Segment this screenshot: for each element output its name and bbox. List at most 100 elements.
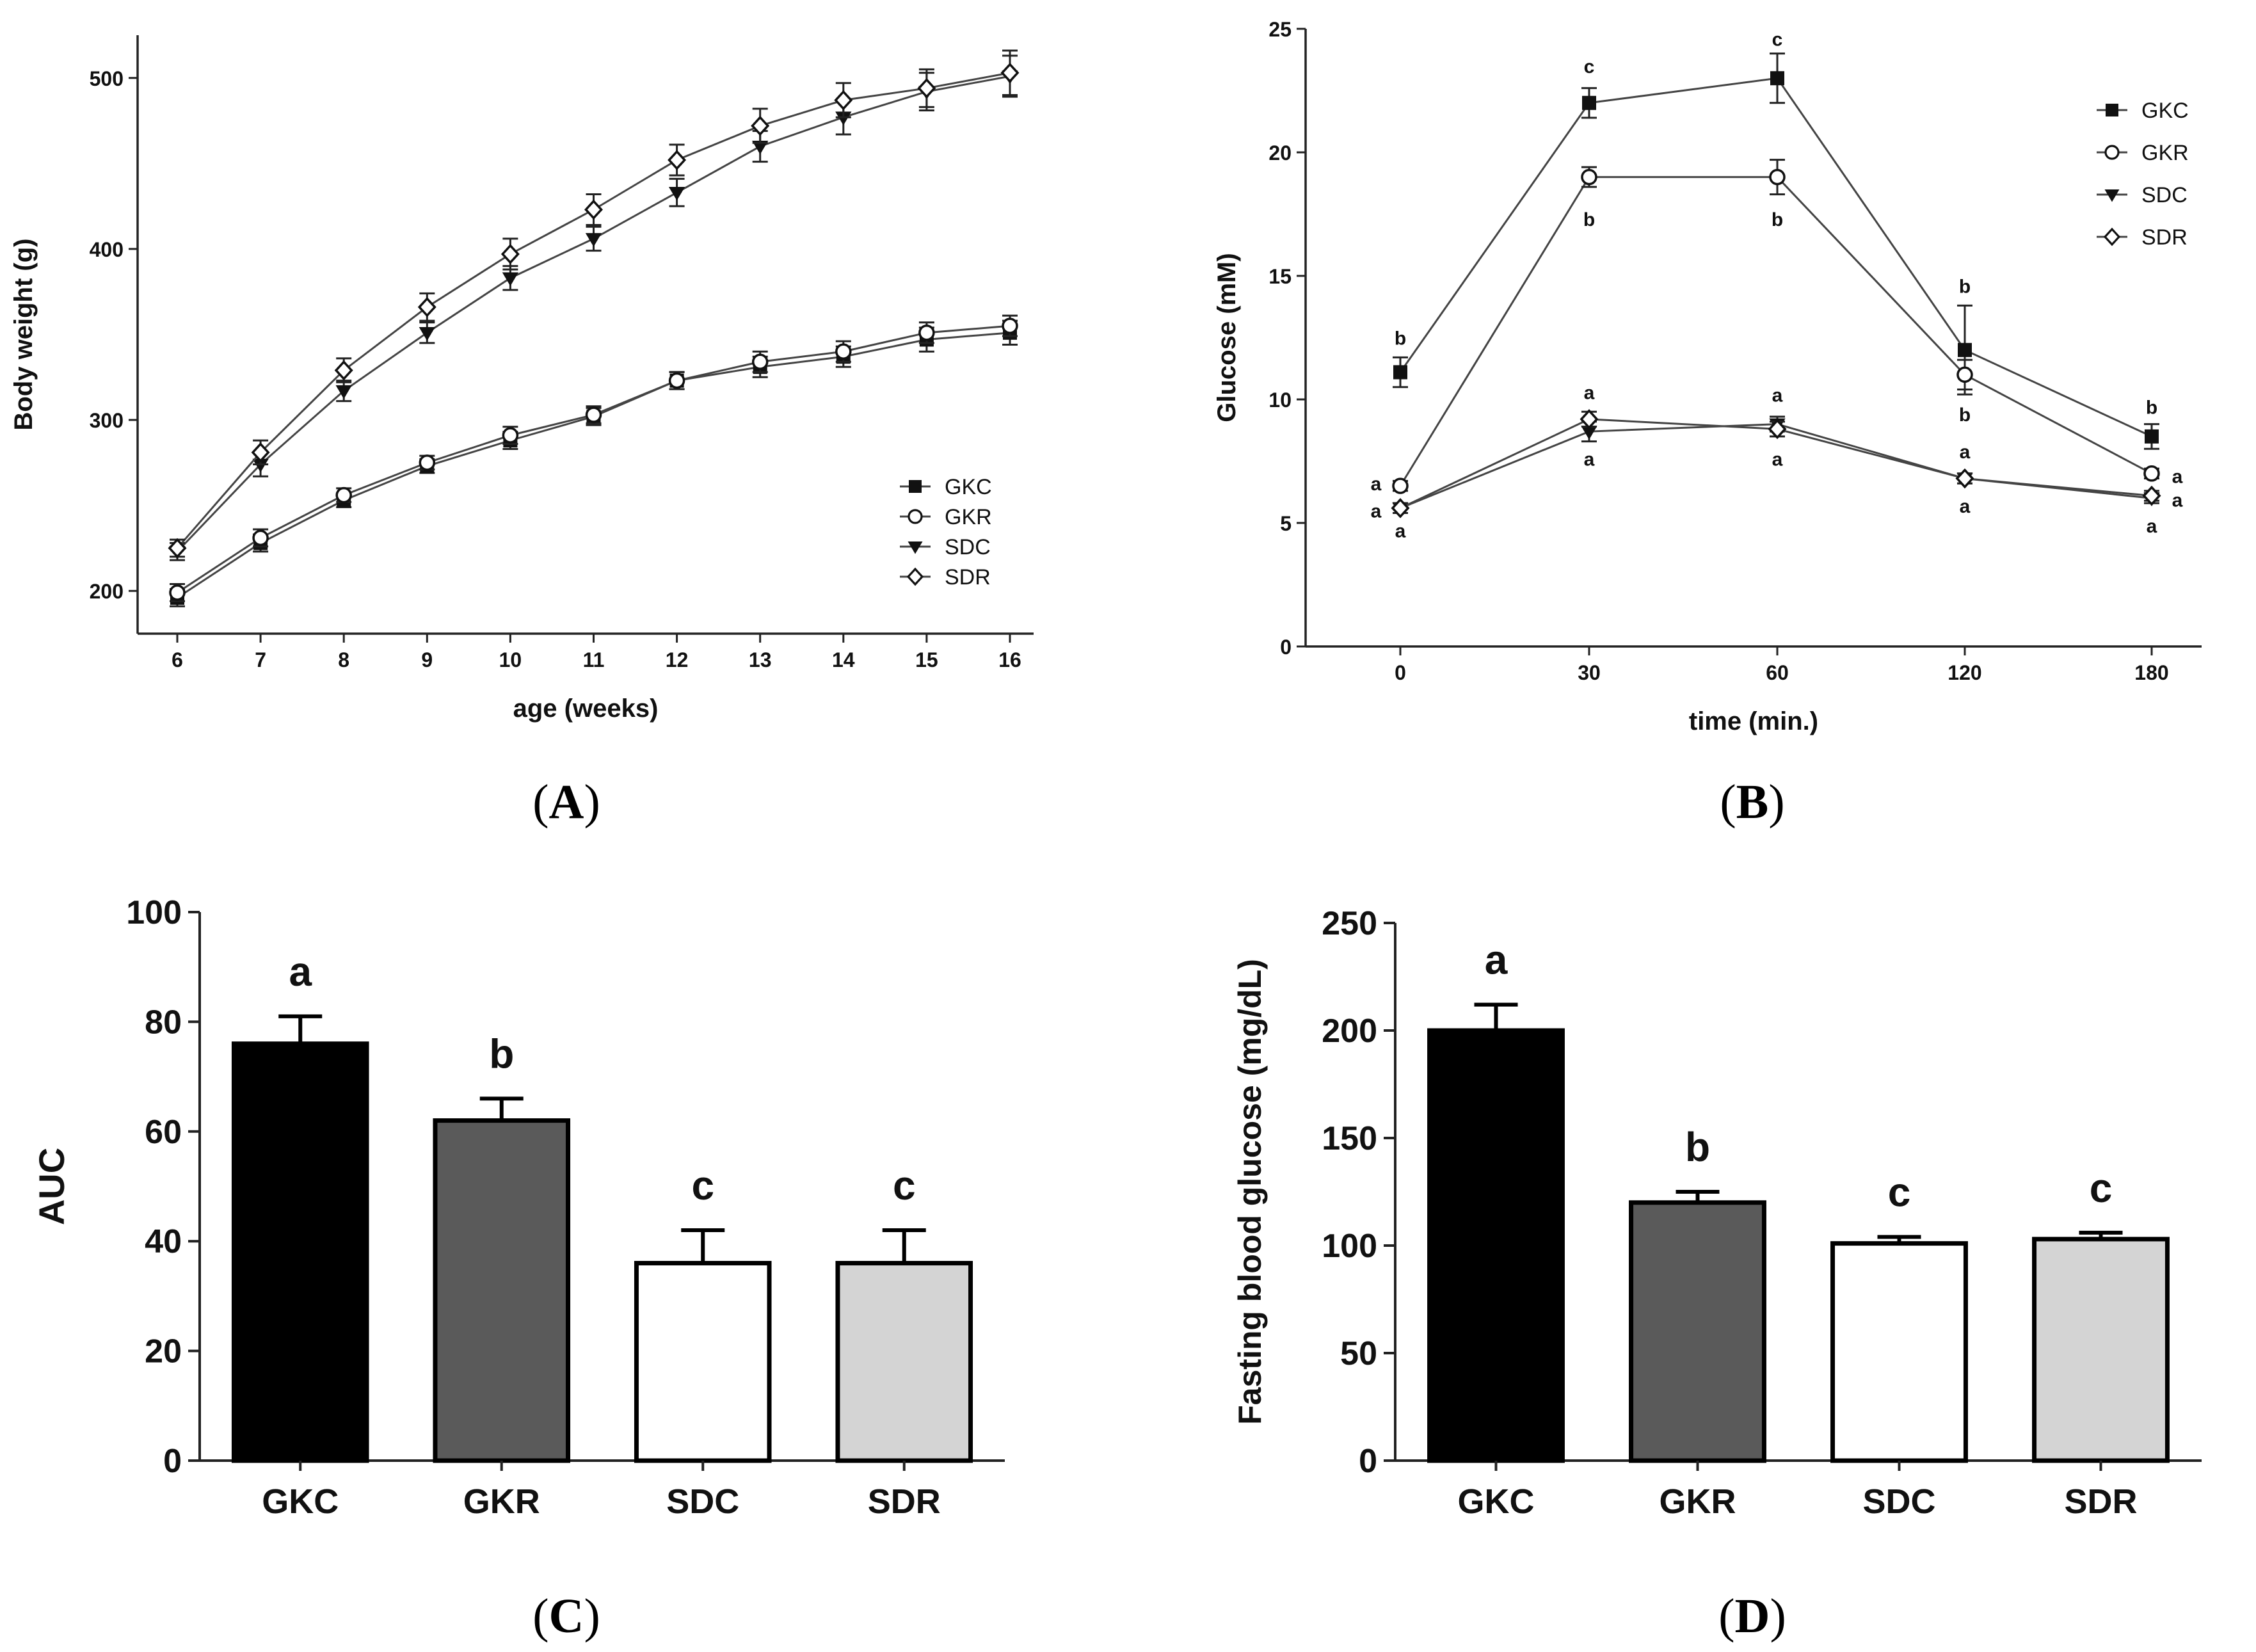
x-tick-label-sdr: SDR <box>868 1482 941 1521</box>
y-tick-label: 15 <box>1268 265 1292 288</box>
bar-sdr <box>835 1260 973 1463</box>
significance-letter: a <box>1584 382 1595 403</box>
data-point-gkr <box>751 353 769 371</box>
y-tick-label: 20 <box>1268 141 1292 164</box>
panel-d-letter: D <box>1735 1589 1770 1643</box>
significance-letter: a <box>1960 442 1971 463</box>
data-point-sdr <box>251 442 270 463</box>
data-point-gkc <box>1393 365 1407 380</box>
legend-marker-gkr <box>908 509 923 524</box>
legend-marker-sdc <box>2104 189 2120 202</box>
data-point-sdr <box>500 244 520 264</box>
data-point-sdc <box>752 140 769 155</box>
data-point-gkr <box>169 584 186 601</box>
significance-letter: a <box>1395 521 1406 542</box>
x-tick-label-gkr: GKR <box>463 1482 540 1521</box>
data-point-gkr <box>419 454 436 471</box>
y-tick-label: 40 <box>145 1223 182 1260</box>
significance-letter-sdc: c <box>1888 1169 1911 1215</box>
x-tick-label: 10 <box>499 648 522 671</box>
significance-letter: a <box>1371 474 1382 495</box>
series-line-sdr <box>176 72 1011 549</box>
bar-gkr <box>1629 1200 1766 1463</box>
legend-label-sdc: SDC <box>2141 183 2188 207</box>
significance-letter: a <box>2172 467 2183 488</box>
legend-marker-gkc <box>909 480 922 493</box>
bar-gkr <box>433 1118 571 1463</box>
data-point-sdr <box>1955 468 1974 489</box>
legend-label-gkr: GKR <box>945 505 992 529</box>
x-tick-label: 14 <box>832 648 855 671</box>
data-point-sdc <box>668 186 685 201</box>
y-tick-label: 0 <box>1280 636 1292 659</box>
bar-sdc <box>1830 1241 1968 1463</box>
x-tick-label: 180 <box>2134 661 2168 684</box>
significance-letter: b <box>1959 276 1971 297</box>
significance-letter: c <box>1584 56 1595 77</box>
series-gkr <box>1392 159 2160 494</box>
significance-letter: b <box>1959 405 1971 426</box>
data-point-sdr <box>168 538 187 559</box>
data-point-gkr <box>1956 366 1973 383</box>
x-tick-label: 8 <box>338 648 349 671</box>
x-tick-label: 16 <box>998 648 1021 671</box>
series-line-gkr <box>177 325 1011 594</box>
significance-letter: b <box>1583 209 1595 230</box>
bar-sdc <box>634 1260 772 1463</box>
series-line-gkc <box>177 332 1011 599</box>
legend-marker-sdr <box>2103 227 2121 246</box>
panel-c-letter: C <box>549 1589 584 1643</box>
x-tick-label-gkc: GKC <box>262 1482 339 1521</box>
y-tick-label: 0 <box>163 1443 182 1480</box>
legend-marker-gkr <box>2104 145 2120 160</box>
series-sdc <box>169 54 1018 561</box>
significance-letter: a <box>1371 501 1382 522</box>
panel-b-letter: B <box>1736 775 1769 829</box>
data-point-sdr <box>834 90 853 111</box>
data-point-sdr <box>334 360 353 381</box>
y-tick-label: 80 <box>145 1004 182 1041</box>
data-point-gkr <box>252 529 269 547</box>
legend-marker-sdr <box>906 567 924 586</box>
x-tick-label: 120 <box>1948 661 1981 684</box>
significance-letter-gkr: b <box>489 1030 514 1077</box>
y-tick-label: 50 <box>1340 1335 1377 1372</box>
data-point-gkr <box>502 427 519 444</box>
legend-label-sdc: SDC <box>945 535 991 559</box>
y-tick-label: 20 <box>145 1333 182 1370</box>
y-tick-label: 100 <box>126 894 182 931</box>
data-point-sdr <box>1000 62 1020 83</box>
data-point-sdc <box>502 272 519 286</box>
data-point-gkc <box>2145 429 2159 444</box>
data-point-gkc <box>1582 95 1596 110</box>
panel-b-glucose-chart: 0 5 10 15 20 25 0 30 60 120 180 time (min.) Glucose … <box>1213 18 2202 735</box>
y-tick-label: 400 <box>90 238 124 261</box>
data-point-gkc <box>1958 342 1972 357</box>
data-point-sdc <box>835 111 852 125</box>
data-point-sdc <box>252 458 269 473</box>
significance-letter: b <box>1772 209 1783 230</box>
x-tick-label: 12 <box>666 648 689 671</box>
data-point-sdc <box>1581 426 1597 440</box>
legend-label-gkc: GKC <box>945 475 992 499</box>
x-tick-label: 13 <box>749 648 772 671</box>
data-point-sdr <box>917 78 936 99</box>
y-tick-label: 500 <box>90 67 124 90</box>
data-point-gkr <box>1769 168 1786 186</box>
data-point-gkr <box>835 343 852 360</box>
data-point-gkr <box>668 372 685 389</box>
data-point-sdr <box>584 199 603 220</box>
y-axis-title: AUC <box>31 1148 72 1225</box>
panel-d-caption: (D) <box>1718 1589 1786 1643</box>
x-tick-label: 15 <box>915 648 938 671</box>
x-tick-label: 7 <box>255 648 266 671</box>
data-point-sdc <box>585 233 602 247</box>
y-tick-label: 200 <box>90 580 124 603</box>
x-tick-label-gkc: GKC <box>1458 1482 1535 1521</box>
bar-gkc <box>1427 1028 1565 1463</box>
panel-c-caption: (C) <box>532 1589 600 1643</box>
significance-letter: b <box>1395 328 1406 349</box>
x-tick-label-sdr: SDR <box>2064 1482 2137 1521</box>
